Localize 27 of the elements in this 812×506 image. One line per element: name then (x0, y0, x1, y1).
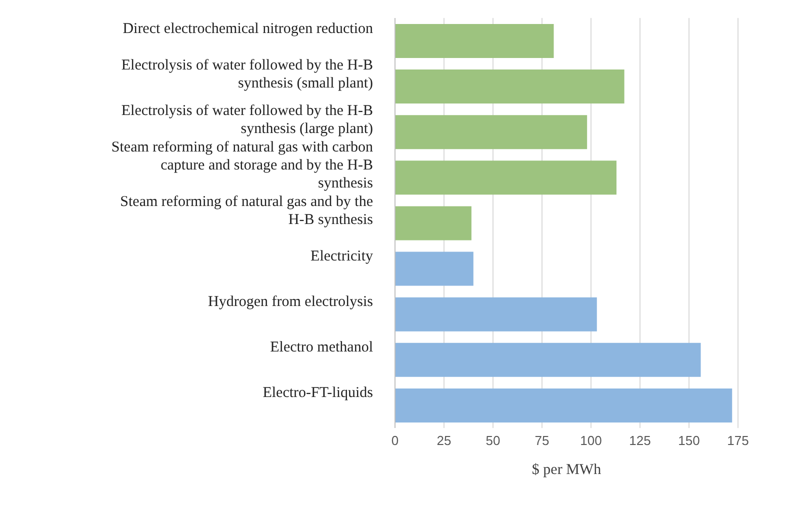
bar (395, 206, 472, 240)
x-tick-label: 175 (727, 433, 749, 448)
bar (395, 24, 554, 58)
y-tick-label: Direct electrochemical nitrogen reduction (122, 20, 374, 37)
bar (395, 160, 616, 195)
x-tick-label: 0 (391, 433, 399, 448)
y-tick-label: Electricity (310, 248, 374, 265)
y-tick-label: Steam reforming of natural gas with carbon capture and storage and by the H-B synthesis (111, 139, 374, 192)
x-tick-label: 75 (534, 433, 550, 448)
bar (395, 342, 701, 377)
y-tick-label: Electrolysis of water followed by the H-B synthesis (large plant) (121, 102, 373, 137)
x-tick-label: 150 (678, 433, 700, 448)
y-tick-label: Electro-FT-liquids (262, 385, 374, 402)
bar (395, 252, 474, 286)
y-tick-label: Hydrogen from electrolysis (208, 294, 374, 310)
bar (395, 297, 597, 332)
x-tick-label: 125 (629, 433, 651, 448)
x-axis-title: $ per MWh (532, 462, 602, 478)
bar (395, 115, 588, 150)
bar (395, 388, 732, 422)
x-tick-label: 50 (486, 433, 500, 448)
y-tick-label: Steam reforming of natural gas and by the H-B synthesis (120, 194, 374, 228)
bar (395, 70, 624, 104)
x-tick-label: 25 (436, 433, 452, 448)
x-tick-label: 100 (580, 433, 602, 448)
y-tick-label: Electrolysis of water followed by the H-B synthesis (small plant) (121, 57, 373, 92)
y-tick-label: Electro methanol (270, 340, 373, 356)
